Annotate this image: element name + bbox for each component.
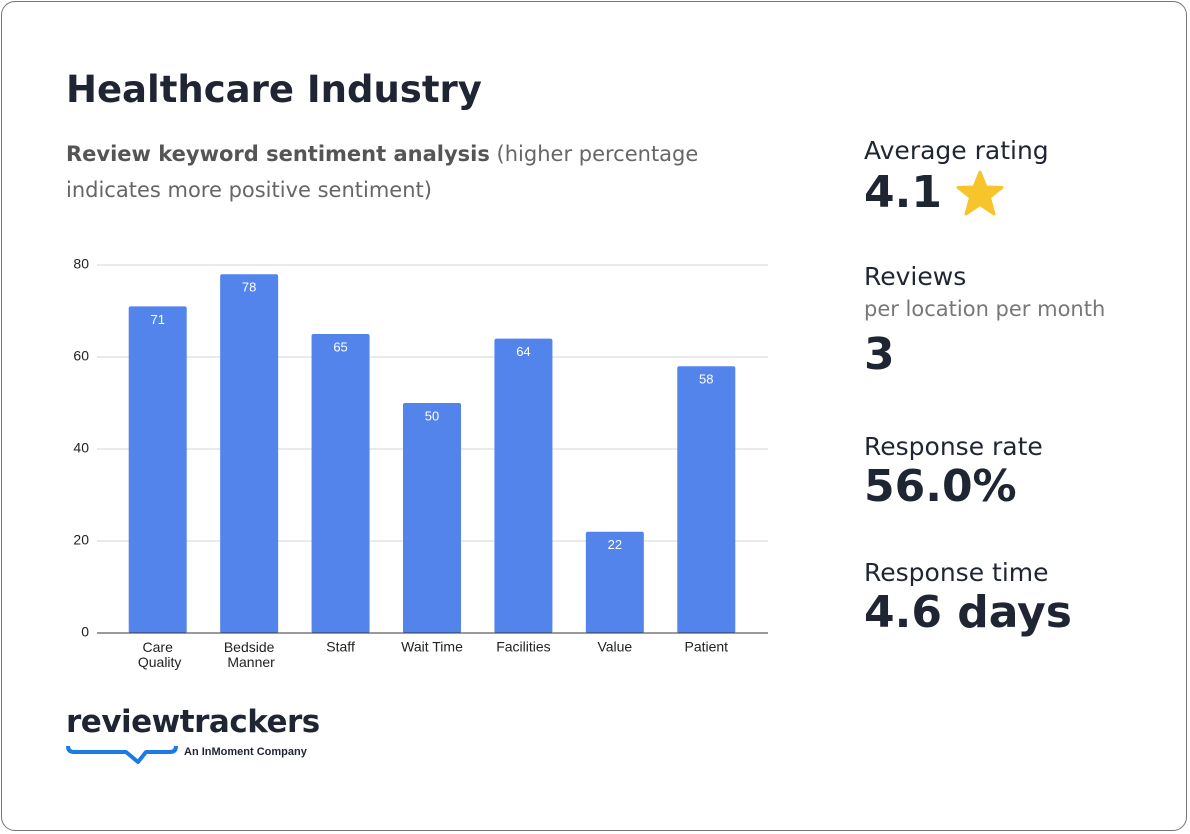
- x-tick-label: Value: [597, 639, 632, 655]
- value-label: 71: [150, 312, 164, 327]
- subtitle: Review keyword sentiment analysis (highe…: [66, 136, 746, 208]
- x-tick-label: Care Quality: [134, 639, 181, 670]
- stat-label: Response rate: [864, 432, 1043, 461]
- y-tick-label: 0: [81, 624, 89, 640]
- subtitle-bold: Review keyword sentiment analysis: [66, 142, 490, 166]
- bar: [494, 338, 553, 633]
- y-tick-label: 40: [73, 440, 89, 456]
- star-icon: [956, 170, 1004, 215]
- x-tick-label: Staff: [326, 639, 355, 655]
- y-tick-label: 60: [73, 348, 89, 364]
- value-label: 65: [333, 339, 347, 354]
- logo: reviewtrackers An InMoment Company: [66, 704, 320, 764]
- bar: [585, 531, 644, 633]
- logo-name: reviewtrackers: [66, 704, 320, 740]
- x-tick-label: Bedside Manner: [223, 639, 275, 670]
- stat-label: Reviews: [864, 262, 967, 291]
- stat-response-rate: Response rate 56.0%: [864, 432, 1043, 512]
- stat-label: Average rating: [864, 136, 1049, 165]
- stat-sublabel: per location per month: [864, 297, 1106, 321]
- stat-value: 4.6 days: [864, 587, 1072, 638]
- stat-value: 4.1: [864, 167, 942, 218]
- stat-value: 56.0%: [864, 461, 1017, 512]
- x-tick-label: Facilities: [496, 639, 550, 655]
- value-label: 22: [608, 537, 622, 552]
- bar: [403, 403, 461, 633]
- y-tick-label: 20: [73, 532, 89, 548]
- bar: [128, 306, 187, 633]
- bar: [220, 274, 279, 633]
- stat-rating: Average rating 4.1: [864, 136, 1049, 218]
- value-label: 50: [425, 408, 439, 423]
- value-label: 58: [699, 372, 713, 387]
- logo-tagline: An InMoment Company: [184, 746, 307, 758]
- bar: [677, 366, 736, 633]
- x-tick-label: Wait Time: [401, 639, 463, 655]
- stat-value: 3: [864, 329, 895, 380]
- value-label: 78: [242, 280, 256, 295]
- value-label: 64: [516, 344, 530, 359]
- stat-label: Response time: [864, 558, 1049, 587]
- chart: 0 20 40 60 80 71 Care Quality 78 Bedside Manner 6…: [73, 256, 768, 670]
- y-tick-label: 80: [73, 256, 89, 272]
- stat-reviews: Reviews per location per month 3: [864, 262, 1105, 380]
- logo-underline: [66, 745, 178, 764]
- title: Healthcare Industry: [66, 68, 482, 111]
- stat-response-time: Response time 4.6 days: [864, 558, 1072, 638]
- bar: [311, 334, 370, 633]
- x-tick-label: Patient: [684, 639, 728, 655]
- subtitle-note: (higher percentage indicates more positi…: [66, 142, 699, 202]
